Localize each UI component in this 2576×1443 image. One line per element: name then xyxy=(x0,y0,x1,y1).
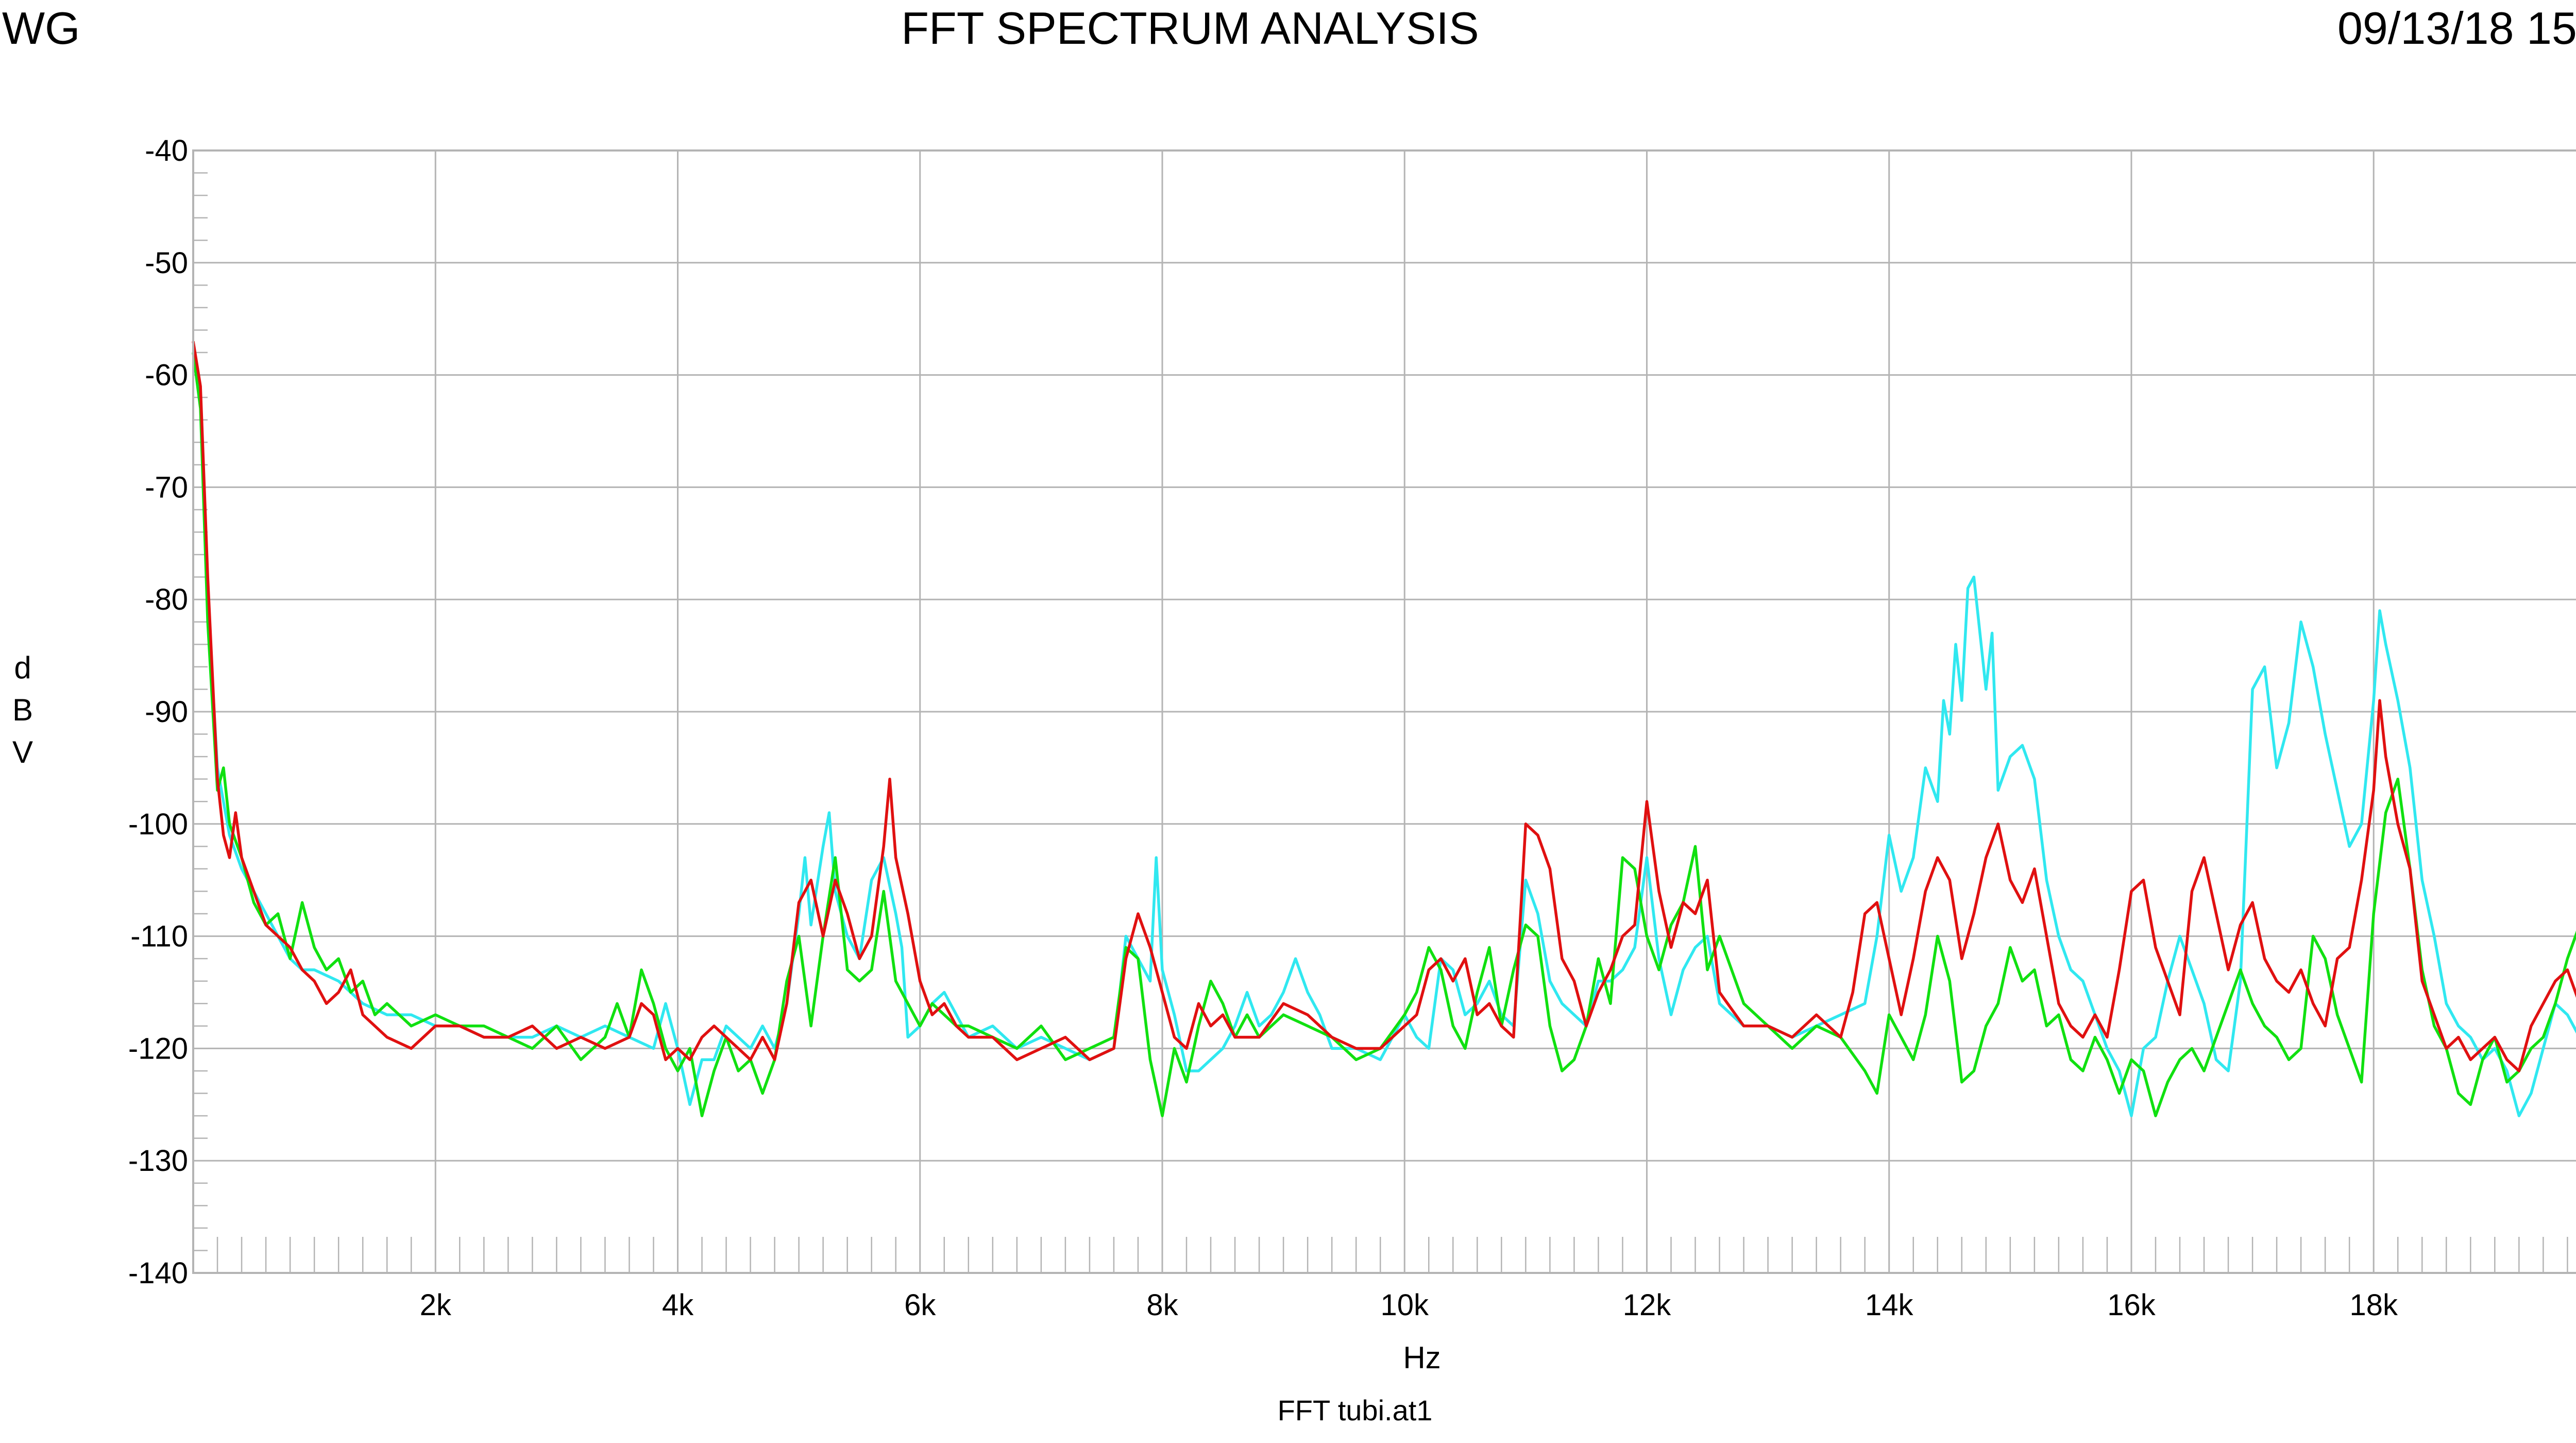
spectrum-trace xyxy=(192,352,2576,1117)
y-tick-label: -90 xyxy=(145,695,188,729)
x-axis-label: Hz xyxy=(1403,1340,1441,1375)
y-axis-label-char: d xyxy=(14,650,31,685)
y-tick-label: -120 xyxy=(128,1032,188,1065)
x-tick-label: 10k xyxy=(1380,1288,1429,1322)
y-axis-label: d B V xyxy=(12,647,33,774)
plot-frame xyxy=(192,149,2576,1274)
x-tick-label: 12k xyxy=(1623,1288,1672,1322)
x-tick-label: 6k xyxy=(904,1288,936,1322)
y-tick-label: -140 xyxy=(128,1256,188,1290)
y-tick-label: -50 xyxy=(145,246,188,280)
y-tick-label: -100 xyxy=(128,808,188,841)
y-tick-label: -110 xyxy=(130,920,188,953)
timestamp: 09/13/18 15:03:11 xyxy=(2337,3,2576,54)
y-tick-label: -80 xyxy=(145,583,188,616)
spectrum-trace xyxy=(192,352,2576,1117)
y-axis-label-char: B xyxy=(12,693,33,727)
x-tick-label: 16k xyxy=(2107,1288,2156,1322)
x-tick-label: 4k xyxy=(662,1288,694,1322)
spectrum-trace xyxy=(192,341,2576,1072)
y-tick-label: -70 xyxy=(145,471,188,504)
y-tick-label: -60 xyxy=(145,359,188,392)
y-axis-label-char: V xyxy=(12,735,33,769)
x-tick-label: 2k xyxy=(420,1288,452,1322)
x-tick-label: 14k xyxy=(1865,1288,1914,1322)
y-tick-label: -130 xyxy=(128,1144,188,1178)
x-tick-label: 18k xyxy=(2349,1288,2398,1322)
file-name-label: FFT tubi.at1 xyxy=(1277,1394,1433,1427)
chart-title: FFT SPECTRUM ANALYSIS xyxy=(901,3,1479,54)
y-tick-label: -40 xyxy=(145,134,188,167)
header-left-label: WG xyxy=(2,3,80,54)
x-tick-label: 8k xyxy=(1146,1288,1178,1322)
